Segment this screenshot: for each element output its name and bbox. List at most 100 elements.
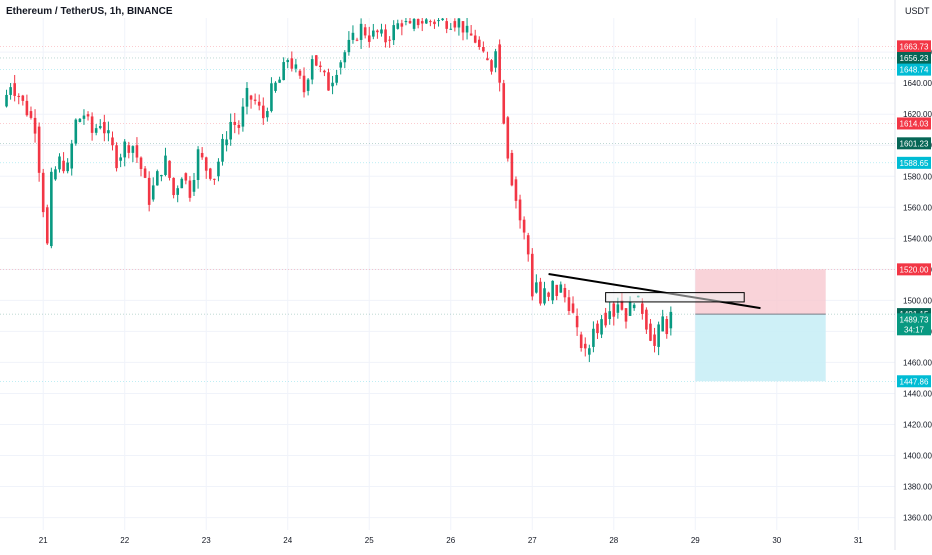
candle-body [453, 21, 457, 28]
candle [331, 75, 334, 95]
candle-body [229, 121, 232, 140]
candle-body [266, 111, 269, 118]
candle [257, 94, 261, 111]
candle [490, 59, 493, 75]
candle [286, 58, 290, 69]
candle-body [245, 87, 249, 107]
candle [612, 301, 616, 326]
price-tag-bg [897, 375, 931, 388]
candle [669, 306, 673, 336]
candle [404, 18, 408, 26]
x-tick-label: 24 [283, 536, 292, 545]
candle [245, 82, 249, 115]
candle-body [164, 155, 167, 175]
price-tag: 1601.23 [897, 137, 931, 150]
candle-body [657, 324, 660, 347]
candle [600, 314, 603, 339]
candle-body [367, 35, 371, 42]
candle-body [588, 348, 591, 355]
candle [111, 131, 114, 151]
candle-body [441, 18, 444, 21]
candle-body [616, 304, 620, 313]
candle-body [628, 302, 632, 316]
candle [579, 331, 583, 352]
candle-body [86, 114, 90, 117]
candle [461, 21, 465, 41]
candle-body [579, 334, 583, 349]
candle [294, 58, 298, 73]
candle-body [575, 315, 579, 328]
candle [367, 26, 371, 48]
candle-body [323, 70, 326, 73]
candle [494, 48, 497, 73]
candle [54, 166, 57, 181]
candle-body [310, 59, 314, 80]
symbol-title: Ethereum / TetherUS, 1h, BINANCE [6, 6, 173, 17]
candle-body [376, 30, 379, 33]
candle-body [237, 124, 241, 128]
candle-body [82, 115, 86, 119]
candle-body [213, 178, 216, 180]
price-tag-label: 1588.65 [900, 159, 929, 168]
candle [400, 19, 404, 36]
take-profit-zone [695, 314, 826, 382]
price-axis[interactable]: 1360.00 1380.00 1400.00 1420.00 1440.00 1460.… [897, 40, 932, 523]
candle [437, 18, 440, 27]
candle [176, 185, 179, 203]
candle-body [37, 126, 41, 173]
x-tick-label: 29 [691, 536, 700, 545]
candle-body [567, 297, 571, 311]
candle-body [461, 21, 465, 33]
candle [58, 153, 61, 173]
candle [143, 166, 147, 179]
candle [384, 24, 387, 48]
candle [363, 24, 367, 39]
y-tick-label: 1440.00 [903, 389, 932, 398]
candle [588, 344, 591, 363]
candle [665, 315, 669, 339]
candle-body [351, 32, 355, 40]
price-tag-label: 1520.00 [900, 265, 929, 274]
candle-body [294, 64, 298, 69]
candle-body [624, 308, 628, 322]
candle [274, 81, 277, 93]
candle-body [604, 312, 607, 326]
candle [213, 178, 216, 185]
price-tag-bg [897, 51, 931, 64]
candle [45, 204, 49, 245]
candle [319, 61, 322, 73]
price-tag-bg [897, 40, 931, 53]
candle [164, 147, 167, 177]
candle [469, 25, 473, 36]
candle-body [404, 21, 408, 23]
candle [559, 281, 563, 293]
candle-body [74, 119, 78, 144]
candle [151, 177, 155, 202]
candle-body [151, 185, 155, 200]
candle [98, 119, 102, 130]
candle [172, 177, 175, 199]
candle-body [107, 130, 110, 134]
candles-layer [5, 18, 673, 363]
candle-body [339, 62, 343, 68]
candle [396, 19, 400, 30]
candle [17, 93, 21, 105]
price-tag-label: 1663.73 [900, 42, 929, 51]
candle [449, 23, 453, 30]
candle [571, 296, 575, 314]
price-tag: 1648.74 [897, 63, 931, 76]
time-axis[interactable]: 21 22 23 24 25 26 27 28 29 30 31 [39, 536, 864, 545]
candle-body [335, 74, 338, 83]
candle-body [70, 143, 74, 169]
candle [408, 18, 412, 25]
candle-body [17, 95, 21, 97]
candle [441, 18, 444, 21]
x-tick-label: 31 [854, 536, 863, 545]
candle [9, 83, 12, 100]
candle [514, 176, 518, 209]
candle [306, 77, 310, 96]
candle-body [669, 311, 673, 329]
candle-body [314, 55, 318, 66]
candle [314, 54, 318, 67]
